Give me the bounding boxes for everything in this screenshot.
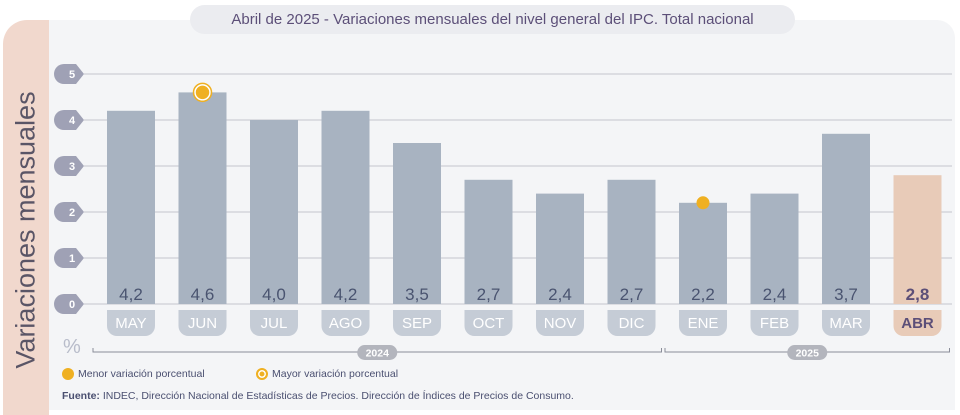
y-unit: % — [63, 336, 81, 358]
y-tick-marker — [54, 248, 84, 268]
y-tick-marker — [54, 294, 84, 314]
month-label: MAR — [829, 315, 863, 332]
min-marker-icon — [62, 368, 74, 380]
month-pill — [393, 310, 441, 336]
month-label: FEB — [760, 315, 789, 332]
source-note: Fuente: INDEC, Dirección Nacional de Est… — [62, 390, 574, 402]
year-label: 2025 — [796, 348, 820, 360]
max-marker-icon — [256, 368, 268, 380]
y-tick-marker — [54, 202, 84, 222]
month-label: DIC — [619, 315, 645, 332]
bar — [250, 120, 298, 304]
y-tick-label: 0 — [69, 299, 75, 311]
year-pill — [357, 345, 398, 360]
source-text: INDEC, Dirección Nacional de Estadística… — [99, 390, 574, 402]
bar — [321, 110, 370, 304]
month-pill — [822, 310, 870, 336]
source-label: Fuente: — [62, 390, 100, 402]
max-marker-ring — [192, 82, 213, 103]
legend-min: Menor variación porcentual — [62, 368, 205, 380]
month-pill — [321, 310, 370, 336]
month-label: JUL — [261, 315, 288, 332]
month-pill — [107, 310, 155, 336]
y-tick-marker — [54, 110, 84, 130]
bar-value-label: 3,7 — [834, 285, 858, 304]
month-label: JUN — [188, 315, 217, 332]
y-tick-label: 3 — [69, 161, 75, 173]
month-pill — [679, 310, 727, 336]
month-label: ENE — [688, 315, 719, 332]
bar — [536, 193, 584, 304]
month-pill — [893, 310, 942, 336]
bar-value-label: 2,4 — [763, 285, 787, 304]
bar-value-label: 2,4 — [548, 285, 572, 304]
legend-min-label: Menor variación porcentual — [78, 368, 205, 380]
month-pill — [464, 310, 513, 336]
bar-value-label: 4,6 — [191, 285, 215, 304]
bar-value-label: 4,2 — [119, 285, 143, 304]
month-label: AGO — [329, 315, 362, 332]
bar — [464, 179, 513, 304]
month-pill — [250, 310, 298, 336]
month-pill — [607, 310, 656, 336]
month-label: OCT — [473, 315, 505, 332]
month-pill — [536, 310, 584, 336]
y-tick-label: 1 — [69, 253, 75, 265]
bar-value-label: 4,2 — [334, 285, 358, 304]
bar-value-label: 3,5 — [405, 285, 429, 304]
month-pill — [178, 310, 227, 336]
month-label: SEP — [402, 315, 432, 332]
y-tick-label: 5 — [69, 69, 75, 81]
bar-value-label: 2,7 — [477, 285, 501, 304]
y-tick-marker — [54, 156, 84, 176]
min-marker — [696, 196, 710, 210]
month-pill — [750, 310, 799, 336]
year-label: 2024 — [366, 348, 390, 360]
bar-value-label: 2,8 — [906, 285, 930, 304]
y-tick-marker — [54, 64, 84, 84]
legend-max-label: Mayor variación porcentual — [272, 368, 399, 380]
bar — [893, 175, 942, 304]
chart-title: Abril de 2025 - Variaciones mensuales de… — [190, 5, 795, 34]
bar — [822, 133, 870, 304]
bar-value-label: 2,2 — [691, 285, 715, 304]
year-pill — [787, 345, 828, 360]
title-text: - Variaciones mensuales del nivel genera… — [319, 11, 754, 28]
bar — [679, 202, 727, 304]
bar — [178, 92, 227, 305]
max-marker — [194, 84, 211, 101]
bar — [107, 110, 155, 304]
y-tick-label: 4 — [69, 115, 76, 127]
bar — [750, 193, 799, 304]
month-label: MAY — [115, 315, 146, 332]
bar-value-label: 4,0 — [262, 285, 286, 304]
legend-max: Mayor variación porcentual — [256, 368, 398, 380]
y-tick-label: 2 — [69, 207, 75, 219]
bar — [607, 179, 656, 304]
bar-value-label: 2,7 — [620, 285, 644, 304]
month-label: NOV — [544, 315, 577, 332]
title-date: Abril de 2025 — [231, 11, 320, 28]
month-label: ABR — [901, 315, 934, 332]
bar — [393, 143, 441, 304]
y-axis-band — [3, 20, 49, 415]
